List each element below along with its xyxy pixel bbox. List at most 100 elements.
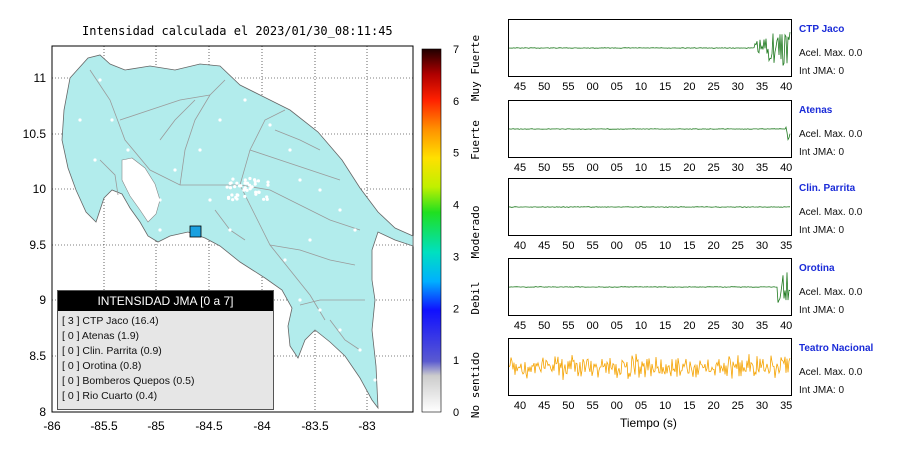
time-tick-label: 35 [755,320,769,332]
station-int-jma: Int JMA: 0 [799,385,845,396]
lon-tick-label: -84.5 [195,419,223,433]
legend-row: [ 0 ] Rio Cuarto (0.4) [62,390,158,402]
station-int-jma: Int JMA: 0 [799,66,845,77]
lat-tick-label: 8.5 [29,349,46,363]
latitude-axis: 11 10.5 10 9.5 9 8.5 8 [23,71,47,419]
legend-row: [ 0 ] Bomberos Quepos (0.5) [62,375,195,387]
time-tick-label: 15 [683,240,696,252]
time-tick-label: 00 [586,162,599,174]
town-markers [78,78,377,382]
time-tick-label: 05 [634,400,648,412]
time-tick-label: 10 [634,81,648,93]
time-tick-label: 00 [610,400,623,412]
waveform-panel [508,258,792,316]
time-tick-label: 50 [538,162,551,174]
scale-ticks: 0 1 2 3 4 5 6 7 [453,44,459,419]
time-tick-label: 00 [610,240,623,252]
scale-tick-label: 4 [453,200,459,212]
time-tick-label: 20 [683,81,696,93]
time-tick-label: 40 [780,320,793,332]
time-tick-label: 00 [586,81,599,93]
station-int-jma: Int JMA: 0 [799,305,845,316]
station-int-jma: Int JMA: 0 [799,147,845,158]
time-tick-label: 30 [731,81,744,93]
time-tick-label: 25 [707,320,720,332]
station-acel-max: Acel. Max. 0.0 [799,48,863,59]
station-acel-max: Acel. Max. 0.0 [799,287,863,298]
time-tick-label: 45 [513,81,527,93]
station-acel-max: Acel. Max. 0.0 [799,129,863,140]
station-name: Atenas [799,105,833,116]
time-tick-label: 40 [780,81,793,93]
station-name: Orotina [799,263,835,274]
scale-category-label: Debil [469,281,482,314]
time-tick-label: 45 [513,320,527,332]
lon-tick-label: -83.5 [301,419,329,433]
time-tick-label: 40 [513,400,527,412]
map-title: Intensidad calculada el 2023/01/30_08:11… [82,24,393,38]
waveform-trace [509,126,791,141]
time-tick-label: 55 [562,320,575,332]
intensity-legend: INTENSIDAD JMA [0 a 7] [ 3 ] CTP Jaco (1… [57,290,274,410]
scale-tick-label: 2 [453,303,459,315]
scale-category-labels: No sentido Debil Moderado Fuerte Muy Fuerte [469,35,482,418]
time-tick-label: 15 [683,400,696,412]
legend-title: INTENSIDAD JMA [0 a 7] [58,291,273,311]
time-tick-label: 50 [538,320,551,332]
scale-category-label: Moderado [469,206,482,259]
station-acel-max: Acel. Max. 0.0 [799,367,863,378]
longitude-axis: -86 -85.5 -85 -84.5 -84 -83.5 -83 [43,419,376,433]
station-int-jma: Int JMA: 0 [799,225,845,236]
lon-tick-label: -86 [43,419,61,433]
waveform-trace [509,32,791,66]
time-tick-label: 35 [780,400,793,412]
station-acel-max: Acel. Max. 0.0 [799,207,863,218]
gulf-of-nicoya [121,157,161,223]
time-axis-label: Tiempo (s) [620,416,677,430]
time-tick-label: 40 [780,162,793,174]
time-tick-label: 30 [755,400,769,412]
time-tick-label: 35 [780,240,793,252]
time-tick-label: 15 [659,162,672,174]
legend-rows: [ 3 ] CTP Jaco (16.4) [ 0 ] Atenas (1.9) [… [58,311,273,404]
time-tick-label: 05 [610,162,623,174]
lat-tick-label: 8 [39,405,46,419]
lon-tick-label: -85 [147,419,165,433]
scale-category-label: No sentido [469,352,482,418]
color-scale-bar [421,48,442,413]
waveform-trace [509,272,791,303]
time-tick-label: 40 [513,240,527,252]
time-tick-label: 20 [707,400,720,412]
time-tick-label: 05 [610,320,623,332]
time-tick-label: 50 [538,81,551,93]
time-tick-label: 25 [707,162,720,174]
epicenter-marker [189,225,202,238]
time-tick-label: 55 [562,81,575,93]
time-tick-label: 55 [562,162,575,174]
time-tick-label: 20 [683,320,696,332]
road-network [89,69,365,351]
time-tick-label: 05 [634,240,648,252]
time-tick-label: 00 [586,320,599,332]
time-tick-label: 05 [610,81,623,93]
lat-tick-label: 11 [34,71,47,85]
scale-tick-label: 6 [453,96,459,108]
time-tick-label: 30 [731,320,744,332]
lat-tick-label: 9 [39,293,46,307]
time-tick-label: 30 [731,162,744,174]
station-name: Clin. Parrita [799,183,856,194]
legend-row: [ 0 ] Atenas (1.9) [62,330,140,342]
waveform-trace [509,206,790,208]
station-name: Teatro Nacional [799,343,874,354]
time-tick-label: 55 [586,400,599,412]
time-tick-label: 20 [707,240,720,252]
waveform-trace [509,353,791,380]
scale-tick-label: 7 [453,44,459,56]
lon-tick-label: -85.5 [90,419,118,433]
lat-tick-label: 9.5 [29,238,46,252]
waveform-panel [508,178,792,236]
time-tick-label: 50 [562,240,575,252]
lon-tick-label: -83 [358,419,376,433]
legend-row: [ 0 ] Orotina (0.8) [62,360,142,372]
